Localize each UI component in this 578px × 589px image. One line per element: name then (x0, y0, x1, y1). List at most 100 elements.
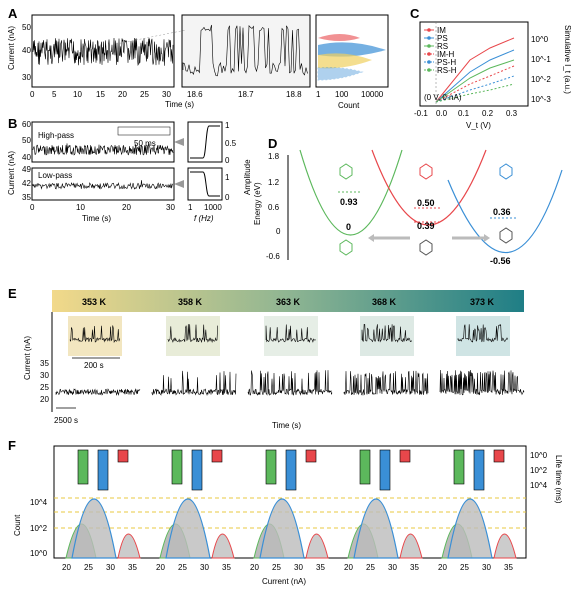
red-well (371, 149, 487, 226)
b-xtick-10: 10 (76, 203, 85, 212)
panel-label-a: A (8, 6, 18, 21)
f-temperature-group (347, 449, 423, 559)
a-count-tick-1: 1 (316, 90, 321, 99)
f-dist-blue (353, 498, 399, 559)
f-lifetime-bar-blue (473, 449, 485, 491)
f-y2tick-2: 10^2 (530, 466, 548, 475)
f-lifetime-bar-green (359, 449, 371, 485)
f-dist-blue (165, 498, 211, 559)
b-ytick-50: 50 (22, 136, 31, 145)
c-xlabel: V_t (V) (466, 121, 491, 130)
panel-label-c: C (410, 6, 420, 21)
panel-label-f: F (8, 438, 16, 453)
highpass-trace (32, 143, 174, 156)
f-lifetime-bar-green (77, 449, 89, 485)
f-y2label: Life time (ms) (554, 455, 563, 504)
f-lifetime-bar-blue (379, 449, 391, 491)
temperature-inset-traces (69, 323, 508, 344)
f-ytick-4: 10^4 (30, 498, 48, 507)
f-lifetime-bar-blue (285, 449, 297, 491)
c-ytick-3: 10^-3 (531, 95, 551, 104)
b-freq-tick-1: 1 (188, 203, 193, 212)
current-trace-a (32, 37, 174, 66)
f-xtick: 35 (316, 563, 325, 572)
a-xtick-10: 10 (73, 90, 82, 99)
c-origin-label: (0 V, 0 nA) (424, 93, 462, 102)
f-lifetime-bar-red (211, 449, 223, 463)
a-ytick-40: 40 (22, 46, 31, 55)
lowpass-trace (32, 180, 174, 190)
b-amp-tick-0b: 0 (225, 193, 230, 202)
f-temperature-group (159, 449, 235, 559)
panel-e-plot: 353 K 358 K 363 K 368 K 373 K 200 s 2500… (23, 290, 525, 430)
f-xtick: 35 (128, 563, 137, 572)
f-lifetime-bar-blue (97, 449, 109, 491)
e-xlabel: Time (s) (272, 421, 301, 430)
b-freq-label: f (Hz) (194, 214, 214, 223)
a-xtick-30: 30 (162, 90, 171, 99)
f-lifetime-bar-blue (191, 449, 203, 491)
c-ylabel: Simulative I_t (a.u.) (563, 25, 572, 94)
f-lifetime-bar-green (453, 449, 465, 485)
panel-b-plot: High-pass Low-pass 50 ms Current (nA) 60… (7, 120, 184, 223)
f-dist-red (211, 533, 235, 559)
molecule-icons (339, 163, 513, 256)
f-dist-blue (447, 498, 493, 559)
a-xtick-187: 18.7 (238, 90, 254, 99)
lowpass-label: Low-pass (38, 171, 72, 180)
e-ytick-30: 30 (40, 371, 49, 380)
scalebar-label: 50 ms (134, 139, 156, 148)
b-ylabel: Current (nA) (7, 151, 16, 195)
f-dist-red (117, 533, 141, 559)
a-xtick-0: 0 (30, 90, 35, 99)
temp-358: 358 K (178, 297, 203, 307)
c-xtick-03: 0.3 (506, 109, 518, 118)
d-value-093: 0.93 (340, 197, 358, 207)
panel-a-zoom-plot: 18.6 18.7 18.8 Time (s) (115, 14, 311, 109)
f-lifetime-bar-red (305, 449, 317, 463)
b-xtick-30: 30 (166, 203, 175, 212)
blue-well (447, 169, 563, 254)
e-ytick-25: 25 (40, 383, 49, 392)
f-temperature-group (253, 449, 329, 559)
d-ytick-12: 1.2 (268, 178, 280, 187)
f-dist-blue (259, 498, 305, 559)
d-ytick-m06: -0.6 (266, 252, 280, 261)
legend-rs: RS (437, 42, 448, 51)
temp-353: 353 K (82, 297, 107, 307)
e-scale-main: 2500 s (54, 416, 78, 425)
f-xtick: 20 (62, 563, 71, 572)
f-lifetime-bar-red (117, 449, 129, 463)
b-amp-tick-1b: 1 (225, 173, 230, 182)
e-ytick-35: 35 (40, 359, 49, 368)
temperature-gradient-bar (52, 290, 524, 312)
panel-label-b: B (8, 116, 17, 131)
f-xtick: 35 (504, 563, 513, 572)
c-ytick-2: 10^-2 (531, 75, 551, 84)
a-xtick-186: 18.6 (187, 90, 203, 99)
f-xtick: 30 (294, 563, 303, 572)
f-xtick: 25 (84, 563, 93, 572)
f-xtick: 20 (156, 563, 165, 572)
e-scale-inset: 200 s (84, 361, 104, 370)
panel-label-e: E (8, 286, 17, 301)
f-xtick: 30 (482, 563, 491, 572)
a-ytick-30: 30 (22, 73, 31, 82)
f-xlabel: Current (nA) (262, 577, 306, 586)
e-ytick-20: 20 (40, 395, 49, 404)
f-temperature-group (441, 449, 517, 559)
f-xtick: 25 (460, 563, 469, 572)
f-xtick: 25 (366, 563, 375, 572)
legend-rs-h: RS-H (437, 66, 457, 75)
f-xtick: 25 (178, 563, 187, 572)
panel-c-plot: IM PS RS IM-H PS-H RS-H (0 V, 0 nA) -0.1… (414, 21, 572, 130)
legend-im-h: IM-H (437, 50, 455, 59)
b-ytick-40: 40 (22, 153, 31, 162)
temp-363: 363 K (276, 297, 301, 307)
f-lifetime-bar-green (265, 449, 277, 485)
b-freq-tick-1000: 1000 (204, 203, 222, 212)
f-xtick: 20 (250, 563, 259, 572)
highpass-label: High-pass (38, 131, 74, 140)
c-xtick-00: 0.0 (436, 109, 448, 118)
